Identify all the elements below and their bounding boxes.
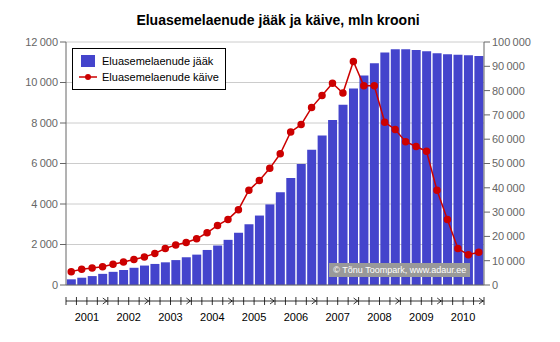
svg-text:20 000: 20 000 bbox=[492, 230, 525, 242]
svg-text:6 000: 6 000 bbox=[31, 157, 58, 169]
svg-text:4 000: 4 000 bbox=[31, 198, 58, 210]
svg-text:2001: 2001 bbox=[75, 311, 99, 323]
svg-text:10 000: 10 000 bbox=[25, 76, 58, 88]
svg-text:12 000: 12 000 bbox=[25, 36, 58, 48]
html-text:Eluasemelaenude käive: Eluasemelaenude käive bbox=[102, 71, 219, 83]
svg-text:2 000: 2 000 bbox=[31, 238, 58, 250]
svg-text:2007: 2007 bbox=[325, 311, 349, 323]
svg-text:40 000: 40 000 bbox=[492, 182, 525, 194]
svg-text:90 000: 90 000 bbox=[492, 60, 525, 72]
html-text:Eluasemelaenude jääk: Eluasemelaenude jääk bbox=[102, 55, 214, 67]
svg-text:2005: 2005 bbox=[242, 311, 266, 323]
svg-text:100 000: 100 000 bbox=[492, 36, 531, 48]
html-text:Eluasemelaenude jääk ja käive,: Eluasemelaenude jääk ja käive, mln kroon… bbox=[136, 12, 420, 28]
svg-text:2002: 2002 bbox=[116, 311, 140, 323]
svg-text:0: 0 bbox=[492, 279, 498, 291]
svg-text:2003: 2003 bbox=[158, 311, 182, 323]
svg-text:80 000: 80 000 bbox=[492, 85, 525, 97]
svg-text:60 000: 60 000 bbox=[492, 133, 525, 145]
svg-text:2006: 2006 bbox=[284, 311, 308, 323]
svg-text:0: 0 bbox=[52, 279, 58, 291]
svg-text:2009: 2009 bbox=[409, 311, 433, 323]
svg-text:2008: 2008 bbox=[367, 311, 391, 323]
svg-text:50 000: 50 000 bbox=[492, 157, 525, 169]
svg-text:2004: 2004 bbox=[200, 311, 224, 323]
html-text:© Tõnu Toompark, www.adaur.ee: © Tõnu Toompark, www.adaur.ee bbox=[333, 265, 467, 275]
svg-text:30 000: 30 000 bbox=[492, 206, 525, 218]
svg-text:70 000: 70 000 bbox=[492, 109, 525, 121]
svg-text:10 000: 10 000 bbox=[492, 255, 525, 267]
svg-text:2010: 2010 bbox=[451, 311, 475, 323]
svg-text:8 000: 8 000 bbox=[31, 117, 58, 129]
